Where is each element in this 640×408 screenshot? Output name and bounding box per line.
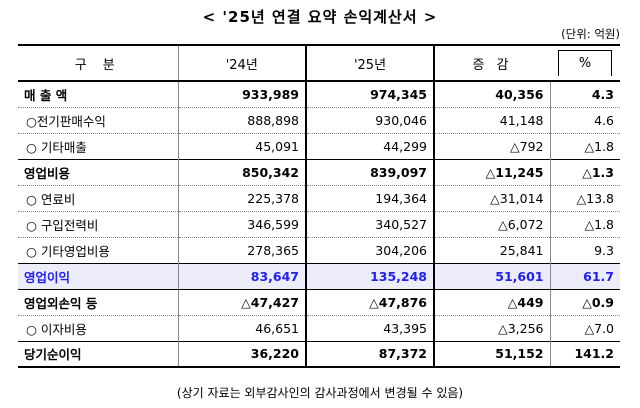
unit-label: (단위: 억원) — [561, 27, 620, 41]
table-title: < '25년 연결 요약 손익계산서 > — [202, 8, 438, 26]
cell-y24: 45,091 — [177, 132, 306, 159]
cell-y25: 194,364 — [305, 184, 435, 211]
cell-diff: △6,072 — [433, 210, 550, 237]
cell-pct: △13.8 — [549, 184, 620, 211]
table-row: ○ 이자비용 46,651 43,395 △3,256 △7.0 — [18, 314, 620, 341]
cell-diff: △449 — [433, 289, 550, 315]
cell-pct: △0.9 — [549, 289, 620, 315]
header-pct-label: % — [558, 50, 612, 76]
row-label: ○ 기타영업비용 — [18, 236, 178, 263]
cell-pct: △7.0 — [549, 314, 620, 341]
footnote: (상기 자료는 외부감사인의 감사과정에서 변경될 수 있음) — [176, 386, 464, 400]
cell-y24: 850,342 — [177, 158, 306, 185]
cell-pct: 141.2 — [549, 340, 620, 368]
header-pct: % — [550, 44, 620, 82]
table-row: ○ 기타매출 45,091 44,299 △792 △1.8 — [18, 132, 620, 159]
cell-pct: 4.3 — [549, 81, 620, 107]
row-label: ○ 기타매출 — [18, 132, 178, 159]
cell-y25: 304,206 — [305, 236, 435, 263]
row-label: ○전기판매수익 — [18, 106, 178, 133]
cell-diff: △792 — [433, 132, 550, 159]
cell-y25: 87,372 — [305, 340, 435, 368]
cell-y24: 933,989 — [177, 81, 306, 107]
cell-y25: △47,876 — [305, 289, 435, 315]
cell-diff: △11,245 — [433, 158, 550, 185]
table-row: ○ 기타영업비용 278,365 304,206 25,841 9.3 — [18, 236, 620, 263]
cell-y24: 278,365 — [177, 236, 306, 263]
cell-y25: 44,299 — [305, 132, 435, 159]
row-label: 매 출 액 — [24, 87, 68, 103]
cell-diff: △31,014 — [433, 184, 550, 211]
row-label: 영업외손익 등 — [24, 295, 98, 311]
cell-diff: △3,256 — [433, 314, 550, 341]
cell-pct: △1.3 — [549, 158, 620, 185]
cell-y24: 888,898 — [177, 106, 306, 133]
row-label: 영업비용 — [18, 158, 178, 185]
row-label: ○ 연료비 — [18, 184, 178, 211]
row-label: ○ 이자비용 — [18, 314, 178, 341]
row-label: ○ 구입전력비 — [18, 210, 178, 237]
table-row: ○ 연료비 225,378 194,364 △31,014 △13.8 — [18, 184, 620, 211]
cell-pct: △1.8 — [549, 210, 620, 237]
row-label: 영업이익 — [18, 262, 178, 290]
cell-diff: 51,601 — [433, 262, 550, 290]
header-y25: '25년 — [305, 44, 435, 82]
cell-diff: 51,152 — [433, 340, 550, 368]
cell-y25: 135,248 — [305, 262, 435, 290]
table-row: 영업비용 850,342 839,097 △11,245 △1.3 — [18, 158, 620, 185]
cell-y24: 225,378 — [177, 184, 306, 211]
cell-y25: 839,097 — [305, 158, 435, 185]
cell-pct: 61.7 — [549, 262, 620, 290]
cell-pct: △1.8 — [549, 132, 620, 159]
cell-y24: △47,427 — [177, 289, 306, 315]
header-label: 구 분 — [18, 44, 178, 82]
cell-pct: 4.6 — [549, 106, 620, 133]
cell-y24: 46,651 — [177, 314, 306, 341]
header-y24: '24년 — [177, 44, 306, 82]
table-row: ○전기판매수익 888,898 930,046 41,148 4.6 — [18, 106, 620, 133]
table-row: 영업외손익 등 △47,427 △47,876 △449 △0.9 — [18, 289, 620, 315]
table-row: 매 출 액 933,989 974,345 40,356 4.3 — [18, 81, 620, 107]
income-statement-table: 구 분 '24년 '25년 증 감 % 매 출 액 933,989 974,34… — [18, 44, 620, 368]
table-row-total: 당기순이익 36,220 87,372 51,152 141.2 — [18, 340, 620, 368]
cell-diff: 41,148 — [433, 106, 550, 133]
row-label: 당기순이익 — [18, 340, 178, 368]
cell-y25: 974,345 — [305, 81, 435, 107]
table-row: ○ 구입전력비 346,599 340,527 △6,072 △1.8 — [18, 210, 620, 237]
header-diff: 증 감 — [433, 44, 550, 82]
cell-y24: 36,220 — [177, 340, 306, 368]
cell-y25: 340,527 — [305, 210, 435, 237]
cell-diff: 40,356 — [433, 81, 550, 107]
cell-pct: 9.3 — [549, 236, 620, 263]
table-row-highlight: 영업이익 83,647 135,248 51,601 61.7 — [18, 262, 620, 290]
cell-y25: 930,046 — [305, 106, 435, 133]
cell-y25: 43,395 — [305, 314, 435, 341]
cell-y24: 83,647 — [177, 262, 306, 290]
cell-y24: 346,599 — [177, 210, 306, 237]
header-row: 구 분 '24년 '25년 증 감 % — [18, 44, 620, 82]
cell-diff: 25,841 — [433, 236, 550, 263]
